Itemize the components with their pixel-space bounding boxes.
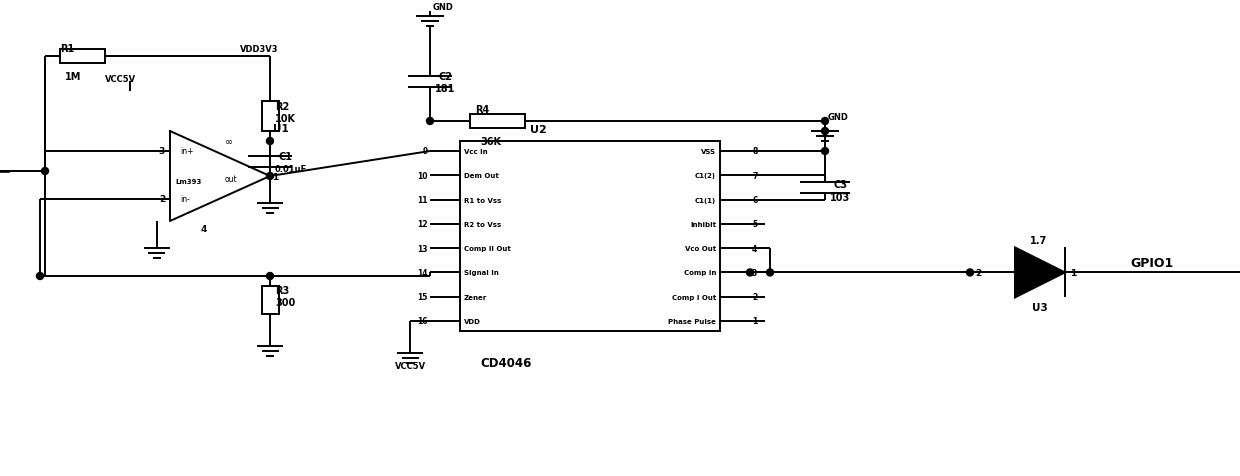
Text: 103: 103: [830, 193, 851, 203]
Text: 12: 12: [418, 220, 428, 229]
Text: CD4046: CD4046: [480, 357, 532, 370]
Text: 10K: 10K: [275, 114, 296, 124]
Text: 2: 2: [975, 268, 981, 278]
Text: C1: C1: [278, 152, 291, 162]
Text: 5: 5: [751, 220, 758, 229]
Polygon shape: [1016, 248, 1065, 298]
Text: 1: 1: [751, 317, 758, 326]
Circle shape: [267, 273, 274, 280]
Text: 4: 4: [200, 225, 207, 234]
Text: VDD: VDD: [464, 318, 481, 324]
Text: Vcc In: Vcc In: [464, 149, 487, 155]
Text: 2: 2: [159, 195, 165, 204]
Text: Signal In: Signal In: [464, 270, 498, 276]
Text: 13: 13: [418, 244, 428, 253]
Circle shape: [822, 148, 828, 155]
Text: Vco Out: Vco Out: [684, 246, 715, 252]
Circle shape: [267, 138, 274, 145]
Text: 6: 6: [751, 196, 758, 205]
Text: C2: C2: [438, 72, 453, 82]
Text: VCC5V: VCC5V: [396, 362, 427, 371]
Circle shape: [427, 118, 434, 125]
Text: Comp In: Comp In: [683, 270, 715, 276]
Bar: [262, 287, 279, 314]
Text: U1: U1: [273, 124, 289, 134]
Text: VDD3V3: VDD3V3: [241, 44, 279, 53]
Text: C1(1): C1(1): [694, 197, 715, 203]
Text: 300: 300: [275, 298, 295, 307]
Bar: [470, 115, 525, 129]
Text: R4: R4: [475, 105, 490, 115]
Text: R2 to Vss: R2 to Vss: [464, 221, 501, 228]
Text: Comp II Out: Comp II Out: [464, 246, 511, 252]
Text: in+: in+: [180, 147, 193, 156]
Text: out: out: [224, 174, 238, 183]
Text: 1M: 1M: [64, 72, 82, 82]
Text: Zener: Zener: [464, 294, 487, 300]
Circle shape: [766, 269, 774, 277]
Text: U2: U2: [529, 125, 547, 135]
Text: Comp I Out: Comp I Out: [672, 294, 715, 300]
Text: 181: 181: [435, 84, 455, 94]
Text: VSS: VSS: [701, 149, 715, 155]
Text: R1 to Vss: R1 to Vss: [464, 197, 501, 203]
Text: 2: 2: [751, 293, 758, 302]
Text: 9: 9: [423, 147, 428, 156]
Text: GPIO1: GPIO1: [1130, 257, 1173, 269]
Text: C1(2): C1(2): [694, 173, 715, 179]
Text: Inhibit: Inhibit: [689, 221, 715, 228]
Text: 1: 1: [1070, 268, 1076, 278]
Bar: [262, 102, 279, 132]
Text: 7: 7: [751, 171, 758, 180]
Circle shape: [746, 269, 754, 277]
Text: 10: 10: [418, 171, 428, 180]
Circle shape: [822, 128, 828, 135]
Text: 16: 16: [418, 317, 428, 326]
Text: ∞: ∞: [224, 137, 233, 147]
Text: 0.01uF: 0.01uF: [275, 165, 308, 174]
Circle shape: [36, 273, 43, 280]
Text: 3: 3: [751, 268, 758, 278]
Text: R2: R2: [275, 102, 289, 112]
Text: C3: C3: [833, 180, 847, 190]
Text: GND: GND: [828, 112, 849, 121]
Text: Dem Out: Dem Out: [464, 173, 498, 179]
Text: VCC5V: VCC5V: [105, 74, 136, 83]
Text: R1: R1: [60, 44, 74, 54]
Circle shape: [966, 269, 973, 277]
Text: 11: 11: [418, 196, 428, 205]
Text: 15: 15: [418, 293, 428, 302]
Text: Phase Pulse: Phase Pulse: [668, 318, 715, 324]
Text: Lm393: Lm393: [175, 178, 201, 185]
Text: 3: 3: [159, 147, 165, 156]
Bar: [460, 142, 720, 331]
Circle shape: [822, 118, 828, 125]
Bar: [60, 50, 105, 64]
Circle shape: [41, 168, 48, 175]
Text: 1: 1: [272, 172, 278, 181]
Text: 14: 14: [418, 268, 428, 278]
Text: 36K: 36K: [480, 137, 501, 147]
Text: GND: GND: [433, 2, 454, 11]
Text: 4: 4: [751, 244, 758, 253]
Text: in-: in-: [180, 195, 190, 204]
Text: U3: U3: [1032, 303, 1048, 313]
Text: 1.7: 1.7: [1030, 236, 1048, 246]
Text: R3: R3: [275, 286, 289, 296]
Text: 8: 8: [751, 147, 758, 156]
Circle shape: [267, 173, 274, 180]
